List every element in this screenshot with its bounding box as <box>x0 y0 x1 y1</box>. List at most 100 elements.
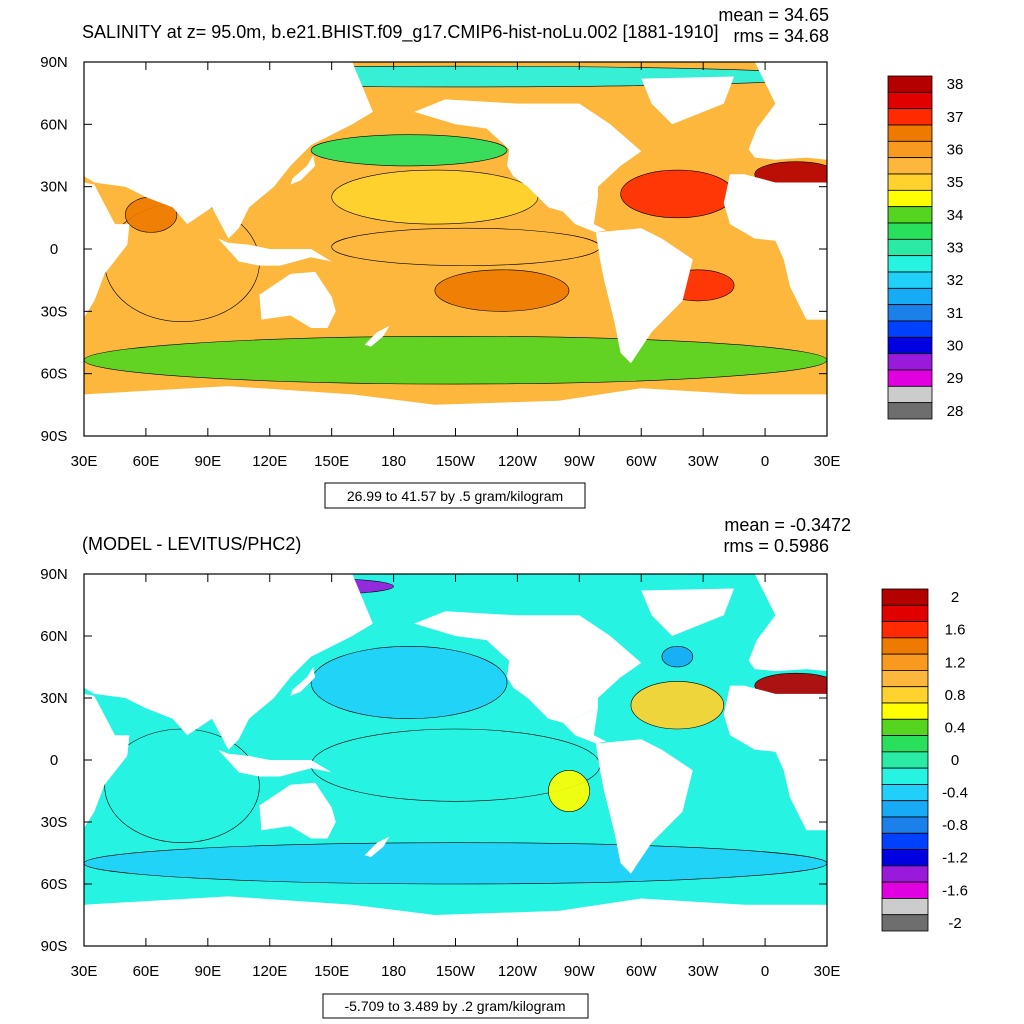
south-america-land <box>595 228 693 364</box>
colorbar-swatch <box>887 402 933 420</box>
colorbar-label: 31 <box>947 305 964 322</box>
panel1-info-box: 26.99 to 41.57 by .5 gram/kilogram <box>324 482 586 509</box>
eurasia-land <box>84 574 373 750</box>
panel2-map <box>84 574 827 946</box>
colorbar-swatch <box>887 91 933 110</box>
region-subtropical-north-atlantic <box>630 681 725 730</box>
x-tick-label: 30W <box>688 453 720 470</box>
colorbar-label: 1.6 <box>945 622 966 639</box>
antarctica-land <box>84 386 827 436</box>
colorbar-label: 30 <box>947 338 964 355</box>
y-tick-label: 60N <box>40 116 68 133</box>
y-tick-label: 30N <box>40 690 68 707</box>
colorbar-swatch <box>881 588 929 606</box>
panel2-info-box: -5.709 to 3.489 by .2 gram/kilogram <box>322 993 589 1019</box>
panel2-rms: rms = 0.5986 <box>723 536 829 556</box>
panel1-y-ticks: 90N 60N 30N 0 30S 60S 90S <box>40 54 827 445</box>
colorbar-swatch <box>887 140 933 159</box>
x-tick-label: 150E <box>314 963 349 980</box>
africa-land <box>84 693 130 829</box>
japan-land <box>290 667 316 696</box>
panel1-rms: rms = 34.68 <box>733 26 829 46</box>
colorbar-swatch <box>887 124 933 142</box>
x-tick-label: 60E <box>133 453 160 470</box>
region-north-pacific <box>310 646 508 719</box>
panel1-colorbar: 38 37 36 35 34 33 32 31 30 29 28 <box>887 75 964 420</box>
colorbar-swatch <box>881 604 929 622</box>
x-tick-label: 30W <box>688 963 720 980</box>
region-subtropical-north-pacific <box>331 169 539 225</box>
colorbar-swatch <box>887 271 933 289</box>
x-tick-label: 150W <box>436 963 476 980</box>
x-tick-label: 120W <box>498 963 538 980</box>
panel2-colorbar: 2 1.6 1.2 0.8 0.4 0 -0.4 -0.8 -1.2 -1.6 -2 <box>881 588 968 932</box>
y-tick-label: 0 <box>50 752 58 769</box>
x-tick-label: 180 <box>381 453 406 470</box>
x-tick-label: 30E <box>71 963 98 980</box>
region-equatorial-pacific <box>331 227 601 266</box>
colorbar-label: 2 <box>951 589 959 606</box>
panel2-land <box>84 574 827 946</box>
region-east-pacific <box>548 770 590 812</box>
region-southern-ocean <box>84 335 827 385</box>
colorbar-swatch <box>887 369 933 387</box>
y-tick-label: 30N <box>40 179 68 196</box>
colorbar-swatch <box>881 816 929 834</box>
panel2-y-ticks: 90N 60N 30N 0 30S 60S 90S <box>40 566 827 955</box>
region-southern-ocean <box>84 842 827 885</box>
colorbar-swatch <box>887 108 933 126</box>
colorbar-swatch <box>887 304 933 322</box>
panel2-contour-info: -5.709 to 3.489 by .2 gram/kilogram <box>344 998 565 1014</box>
x-tick-label: 60W <box>626 963 658 980</box>
africa-land <box>84 182 130 318</box>
y-tick-label: 90S <box>41 428 68 445</box>
colorbar-swatch <box>887 320 933 338</box>
colorbar-label: 38 <box>947 76 964 93</box>
colorbar-label: 33 <box>947 240 964 257</box>
colorbar-label: 35 <box>947 174 964 191</box>
new-zealand-land <box>364 325 390 347</box>
colorbar-label: 1.2 <box>945 654 966 671</box>
indonesia-land <box>218 238 332 266</box>
colorbar-label: 29 <box>947 370 964 387</box>
greenland-land <box>641 76 735 125</box>
x-tick-label: 60E <box>133 963 160 980</box>
europe-land <box>748 574 827 672</box>
panel-difference: (MODEL - LEVITUS/PHC2) mean = -0.3472 rm… <box>40 515 968 1019</box>
colorbar-swatch <box>887 255 933 273</box>
x-tick-label: 150W <box>436 453 476 470</box>
colorbar-swatch <box>887 238 933 257</box>
region-south-pacific-gyre <box>434 269 570 312</box>
south-america-land <box>595 739 693 874</box>
central-america-land <box>562 708 607 744</box>
x-tick-label: 120E <box>252 453 287 470</box>
panel1-regions <box>84 65 827 385</box>
colorbar-swatch <box>881 849 929 867</box>
x-tick-label: 150E <box>314 453 349 470</box>
west-africa-land <box>723 174 827 320</box>
north-america-land <box>414 611 642 723</box>
x-tick-label: 60W <box>626 453 658 470</box>
colorbar-swatch <box>881 702 929 720</box>
colorbar-swatch <box>881 914 929 932</box>
panel2-mean: mean = -0.3472 <box>724 515 851 535</box>
colorbar-swatch <box>881 653 929 671</box>
colorbar-swatch <box>881 637 929 655</box>
y-tick-label: 60S <box>41 876 68 893</box>
antarctica-land <box>84 896 827 946</box>
new-zealand-land <box>364 836 390 858</box>
panel1-x-ticks: 30E 60E 90E 120E 150E 180 150W 120W 90W 60W 30W 0 30… <box>71 62 840 470</box>
colorbar-swatch <box>887 189 933 208</box>
europe-land <box>748 62 827 160</box>
panel1-mean: mean = 34.65 <box>718 5 829 25</box>
colorbar-label: 32 <box>947 272 964 289</box>
x-tick-label: 0 <box>761 453 769 470</box>
colorbar-label: 0.4 <box>945 719 966 736</box>
colorbar-label: -1.2 <box>942 850 968 867</box>
y-tick-label: 30S <box>41 814 68 831</box>
x-tick-label: 90W <box>564 963 596 980</box>
greenland-land <box>641 588 735 636</box>
x-tick-label: 30E <box>814 963 841 980</box>
x-tick-label: 120W <box>498 453 538 470</box>
colorbar-swatch <box>887 287 933 306</box>
